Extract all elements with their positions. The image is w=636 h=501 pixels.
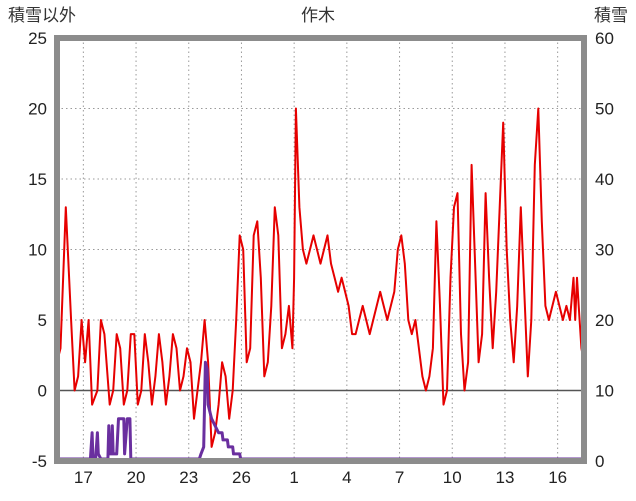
chart-title: 作木 xyxy=(301,6,335,25)
snow-depth-line xyxy=(57,360,584,461)
left-tick-label: 20 xyxy=(28,100,47,119)
x-tick-label: 26 xyxy=(232,468,251,487)
right-tick-label: 40 xyxy=(595,170,614,189)
left-tick-label: 10 xyxy=(28,241,47,260)
right-tick-label: 30 xyxy=(595,241,614,260)
x-tick-label: 23 xyxy=(179,468,198,487)
right-tick-label: 50 xyxy=(595,100,614,119)
temperature-line xyxy=(57,107,584,448)
x-tick-label: 1 xyxy=(289,468,298,487)
x-tick-label: 16 xyxy=(548,468,567,487)
right-axis-title: 積雪 xyxy=(594,6,628,25)
left-tick-label: -5 xyxy=(32,452,47,471)
plot-border xyxy=(54,35,587,464)
x-tick-label: 20 xyxy=(127,468,146,487)
right-tick-label: 60 xyxy=(595,29,614,48)
left-tick-label: 25 xyxy=(28,29,47,48)
x-tick-label: 17 xyxy=(74,468,93,487)
left-axis-title: 積雪以外 xyxy=(8,6,76,25)
right-tick-label: 0 xyxy=(595,452,604,471)
right-tick-label: 20 xyxy=(595,311,614,330)
left-tick-label: 5 xyxy=(38,311,47,330)
right-tick-label: 10 xyxy=(595,382,614,401)
left-tick-label: 15 xyxy=(28,170,47,189)
x-tick-label: 10 xyxy=(443,468,462,487)
left-tick-label: 0 xyxy=(38,382,47,401)
x-tick-label: 7 xyxy=(395,468,404,487)
x-tick-label: 13 xyxy=(495,468,514,487)
x-tick-label: 4 xyxy=(342,468,351,487)
